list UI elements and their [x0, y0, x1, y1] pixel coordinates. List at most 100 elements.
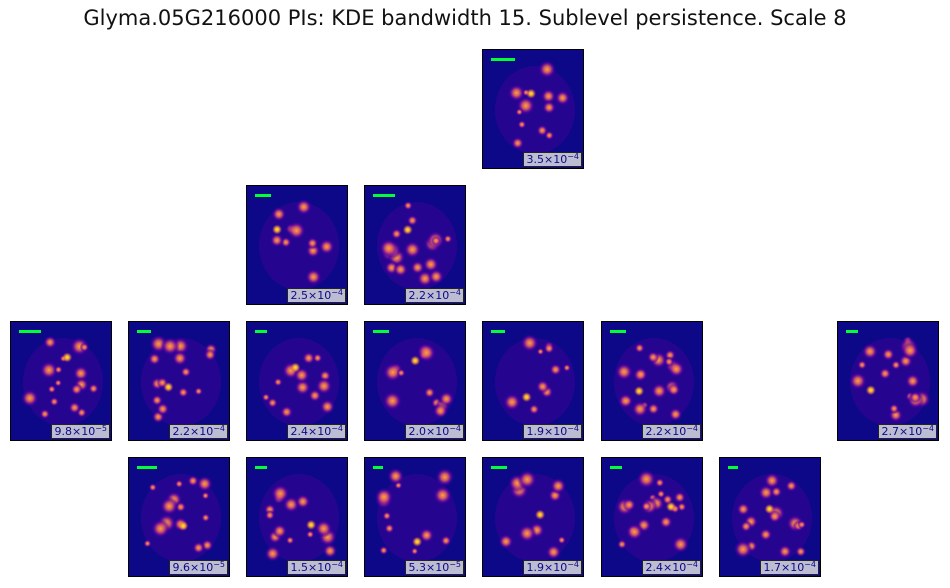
density-spot [562, 363, 572, 372]
density-spot [203, 348, 217, 362]
density-spot [625, 523, 644, 541]
max-value-times: ×10 [543, 561, 568, 574]
max-value-times: ×10 [780, 561, 805, 574]
scale-bar [255, 330, 267, 333]
density-spot [438, 390, 455, 407]
density-spot [68, 401, 82, 415]
density-spot [403, 200, 413, 211]
density-peak [62, 352, 73, 363]
density-spot [390, 228, 403, 240]
max-value-exponent: −4 [567, 424, 579, 433]
max-value-exponent: −4 [449, 424, 461, 433]
density-peak [521, 392, 532, 403]
density-spot [147, 352, 162, 366]
density-spot [156, 402, 170, 416]
density-spot [901, 341, 920, 360]
density-peak [272, 224, 283, 235]
heatmap-panel: 1.9×10−4 [482, 457, 584, 577]
density-spot [498, 533, 514, 550]
heatmap-panel: 2.7×10−4 [837, 321, 939, 441]
density-peak [666, 501, 676, 512]
density-spot [39, 360, 59, 380]
density-spot [378, 238, 399, 258]
density-peak [526, 88, 537, 99]
density-spot [616, 539, 628, 550]
density-spot [536, 124, 549, 137]
density-spot [269, 233, 285, 248]
density-spot [49, 396, 60, 407]
density-spot [668, 407, 683, 422]
heatmap-image [483, 458, 583, 576]
density-spot [770, 485, 783, 498]
density-spot [763, 472, 781, 489]
density-spot [440, 535, 452, 547]
density-spot [647, 402, 660, 416]
density-spot [904, 373, 921, 389]
max-value-label: 2.0×10−4 [405, 424, 464, 439]
heatmap-panel: 3.5×10−4 [482, 49, 584, 169]
density-spot [271, 206, 287, 222]
max-value-exponent: −4 [331, 424, 343, 433]
max-value-label: 2.5×10−4 [287, 288, 346, 303]
max-value-label: 3.5×10−4 [523, 152, 582, 167]
density-spot [511, 136, 525, 150]
density-spot [20, 389, 39, 408]
max-value-times: ×10 [425, 289, 450, 302]
heatmap-panel: 9.6×10−5 [128, 457, 230, 577]
density-spot [315, 377, 333, 395]
density-spot [795, 545, 807, 558]
density-spot [507, 83, 526, 102]
max-value-mantissa: 5.3 [408, 561, 426, 574]
density-peak [535, 509, 546, 520]
density-spot [659, 515, 673, 529]
density-spot [432, 485, 453, 506]
density-spot [72, 365, 90, 382]
density-spot [535, 379, 550, 394]
density-spot [517, 119, 527, 130]
density-spot [160, 336, 180, 356]
heatmap-panel: 2.4×10−4 [246, 321, 348, 441]
density-spot [733, 539, 753, 559]
max-value-exponent: −4 [567, 560, 579, 569]
max-value-times: ×10 [662, 561, 687, 574]
density-spot [285, 535, 295, 545]
max-value-times: ×10 [307, 289, 332, 302]
max-value-mantissa: 2.2 [172, 425, 190, 438]
density-peak [402, 224, 413, 235]
density-spot [888, 403, 900, 414]
density-spot [797, 520, 807, 530]
density-spot [517, 524, 537, 543]
max-value-label: 1.7×10−4 [760, 560, 819, 575]
scale-bar [846, 330, 858, 333]
max-value-exponent: −4 [449, 288, 461, 297]
max-value-exponent: −4 [213, 424, 225, 433]
density-spot [428, 268, 445, 285]
density-spot [267, 397, 279, 409]
density-spot [286, 220, 307, 241]
density-spot [614, 362, 634, 381]
density-spot [641, 501, 652, 512]
density-spot [159, 496, 179, 516]
heatmap-image [838, 322, 938, 440]
max-value-label: 9.6×10−5 [169, 560, 228, 575]
heatmap-panel: 5.3×10−5 [364, 457, 466, 577]
density-spot [382, 511, 392, 521]
heatmap-image [247, 186, 347, 304]
max-value-times: ×10 [425, 561, 450, 574]
scale-bar [610, 466, 622, 469]
max-value-mantissa: 1.9 [526, 561, 544, 574]
scale-bar [728, 466, 738, 469]
cell-outline [23, 338, 103, 426]
scale-bar [491, 330, 505, 333]
density-spot [785, 479, 798, 493]
density-spot [622, 497, 637, 512]
density-spot [431, 235, 441, 246]
density-spot [418, 527, 435, 544]
density-spot [180, 366, 192, 378]
max-value-mantissa: 2.4 [290, 425, 308, 438]
density-peak [410, 355, 421, 366]
max-value-times: ×10 [307, 425, 332, 438]
density-spot [528, 403, 540, 415]
density-spot [378, 545, 389, 556]
max-value-exponent: −4 [331, 560, 343, 569]
